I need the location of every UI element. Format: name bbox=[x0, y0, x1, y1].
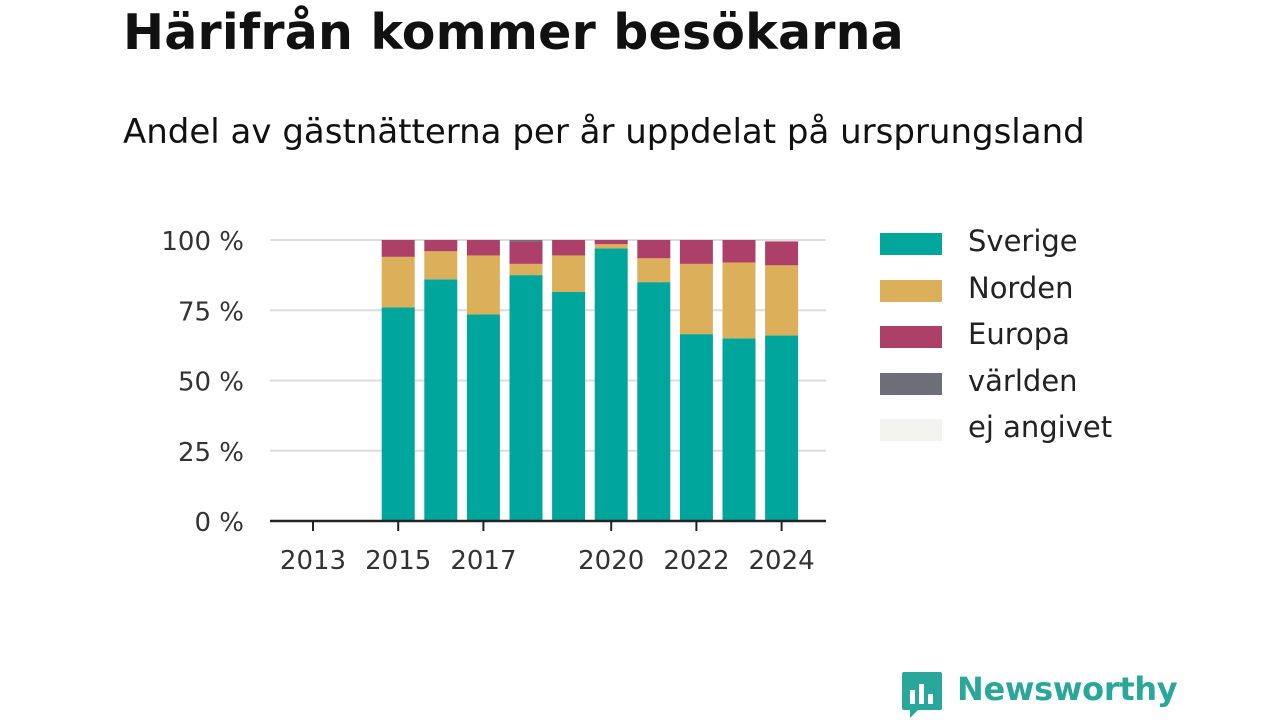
legend-swatch bbox=[880, 326, 942, 348]
newsworthy-logo-icon bbox=[902, 672, 942, 718]
bar-segment-världen bbox=[509, 240, 543, 242]
y-tick-label: 100 % bbox=[161, 227, 244, 257]
bar-segment-sverige bbox=[765, 335, 799, 521]
bar-segment-norden bbox=[679, 263, 713, 335]
bar-segment-sverige bbox=[381, 307, 415, 521]
bar-segment-europa bbox=[765, 241, 799, 266]
legend-swatch bbox=[880, 279, 942, 302]
bar-segment-sverige bbox=[679, 334, 713, 521]
bar-segment-norden bbox=[424, 251, 458, 280]
bar-segment-sverige bbox=[509, 275, 543, 521]
bar-segment-europa bbox=[637, 240, 671, 259]
bar-segment-sverige bbox=[552, 291, 586, 521]
x-tick-label: 2017 bbox=[450, 546, 516, 576]
bar-segment-norden bbox=[765, 265, 799, 336]
bar-segment-europa bbox=[594, 240, 628, 245]
legend-label: Norden bbox=[968, 270, 1074, 305]
bar-segment-norden bbox=[637, 258, 671, 283]
legend-label: ej angivet bbox=[968, 410, 1113, 444]
bar-segment-europa bbox=[424, 240, 458, 252]
bar-segment-europa bbox=[509, 241, 543, 264]
bar-segment-sverige bbox=[637, 282, 671, 521]
y-tick-labels: 0 % 25 % 50 % 75 % 100 % bbox=[161, 227, 244, 538]
x-tick-label: 2013 bbox=[280, 546, 346, 576]
bar-segment-norden bbox=[594, 244, 628, 249]
y-tick-label: 25 % bbox=[178, 438, 244, 468]
legend-swatch bbox=[880, 419, 942, 441]
x-tick-label: 2022 bbox=[663, 546, 729, 576]
y-tick-label: 0 % bbox=[194, 508, 244, 538]
bar-segment-norden bbox=[509, 263, 543, 276]
bar-segment-europa bbox=[722, 240, 756, 263]
newsworthy-logo-text: Newsworthy bbox=[957, 670, 1178, 708]
bar-segment-sverige bbox=[466, 314, 500, 521]
stacked-bar-chart: 0 % 25 % 50 % 75 % 100 % 2013 2015 2017 2020 202… bbox=[161, 227, 826, 576]
bar-segment-europa bbox=[679, 240, 713, 264]
bar-segment-norden bbox=[552, 255, 586, 292]
legend-swatch bbox=[880, 233, 942, 255]
legend-label: Europa bbox=[968, 317, 1070, 351]
bars bbox=[381, 240, 799, 521]
bar-segment-sverige bbox=[594, 248, 628, 521]
y-tick-label: 75 % bbox=[178, 297, 244, 327]
bar-segment-norden bbox=[722, 262, 756, 339]
axes bbox=[270, 519, 826, 531]
y-tick-label: 50 % bbox=[178, 368, 244, 398]
bar-segment-norden bbox=[381, 256, 415, 308]
legend-swatch bbox=[880, 372, 942, 395]
x-tick-label: 2024 bbox=[749, 546, 815, 576]
x-tick-labels: 2013 2015 2017 2020 2022 2024 bbox=[280, 546, 815, 576]
bar-segment-sverige bbox=[424, 279, 458, 521]
bar-segment-europa bbox=[552, 240, 586, 256]
bar-segment-sverige bbox=[722, 338, 756, 521]
chart-subtitle: Andel av gästnätterna per år uppdelat på… bbox=[123, 112, 1085, 152]
legend-label: Sverige bbox=[968, 224, 1078, 258]
bar-segment-europa bbox=[381, 240, 415, 257]
x-tick-label: 2020 bbox=[578, 546, 644, 576]
bar-segment-europa bbox=[466, 240, 500, 256]
bar-segment-norden bbox=[466, 255, 500, 315]
x-tick-label: 2015 bbox=[365, 546, 431, 576]
chart-title: Härifrån kommer besökarna bbox=[123, 4, 904, 61]
legend-label: världen bbox=[968, 363, 1078, 398]
